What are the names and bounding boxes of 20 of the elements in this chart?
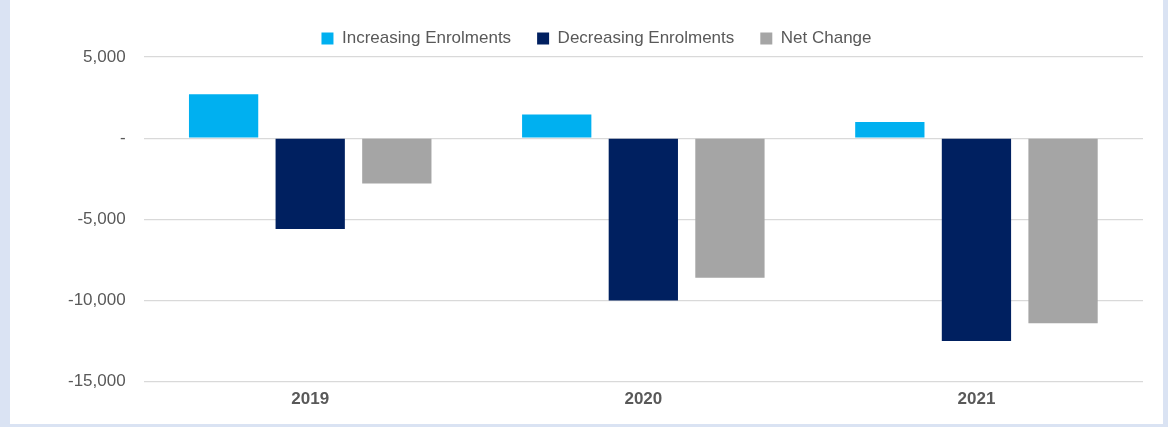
x-tick-label: 2021: [957, 389, 996, 409]
bar: [1028, 138, 1098, 324]
y-tick-label: -5,000: [77, 208, 126, 228]
legend-label: Net Change: [780, 28, 872, 48]
legend-label: Decreasing Enrolments: [557, 28, 735, 48]
bar: [855, 121, 925, 138]
y-tick-label: -10,000: [67, 290, 126, 310]
bar: [188, 94, 259, 138]
bar: [695, 138, 765, 278]
x-tick-label: 2020: [624, 389, 663, 409]
bar: [608, 138, 678, 301]
bar: [362, 138, 432, 184]
y-tick-label: -15,000: [67, 371, 126, 391]
bar: [522, 114, 592, 138]
bar: [941, 138, 1012, 342]
y-tick-label: -: [119, 127, 126, 147]
y-tick-label: 5,000: [83, 46, 126, 66]
bar: [275, 138, 345, 230]
x-tick-label: 2019: [291, 389, 330, 409]
legend-label: Increasing Enrolments: [341, 28, 512, 48]
